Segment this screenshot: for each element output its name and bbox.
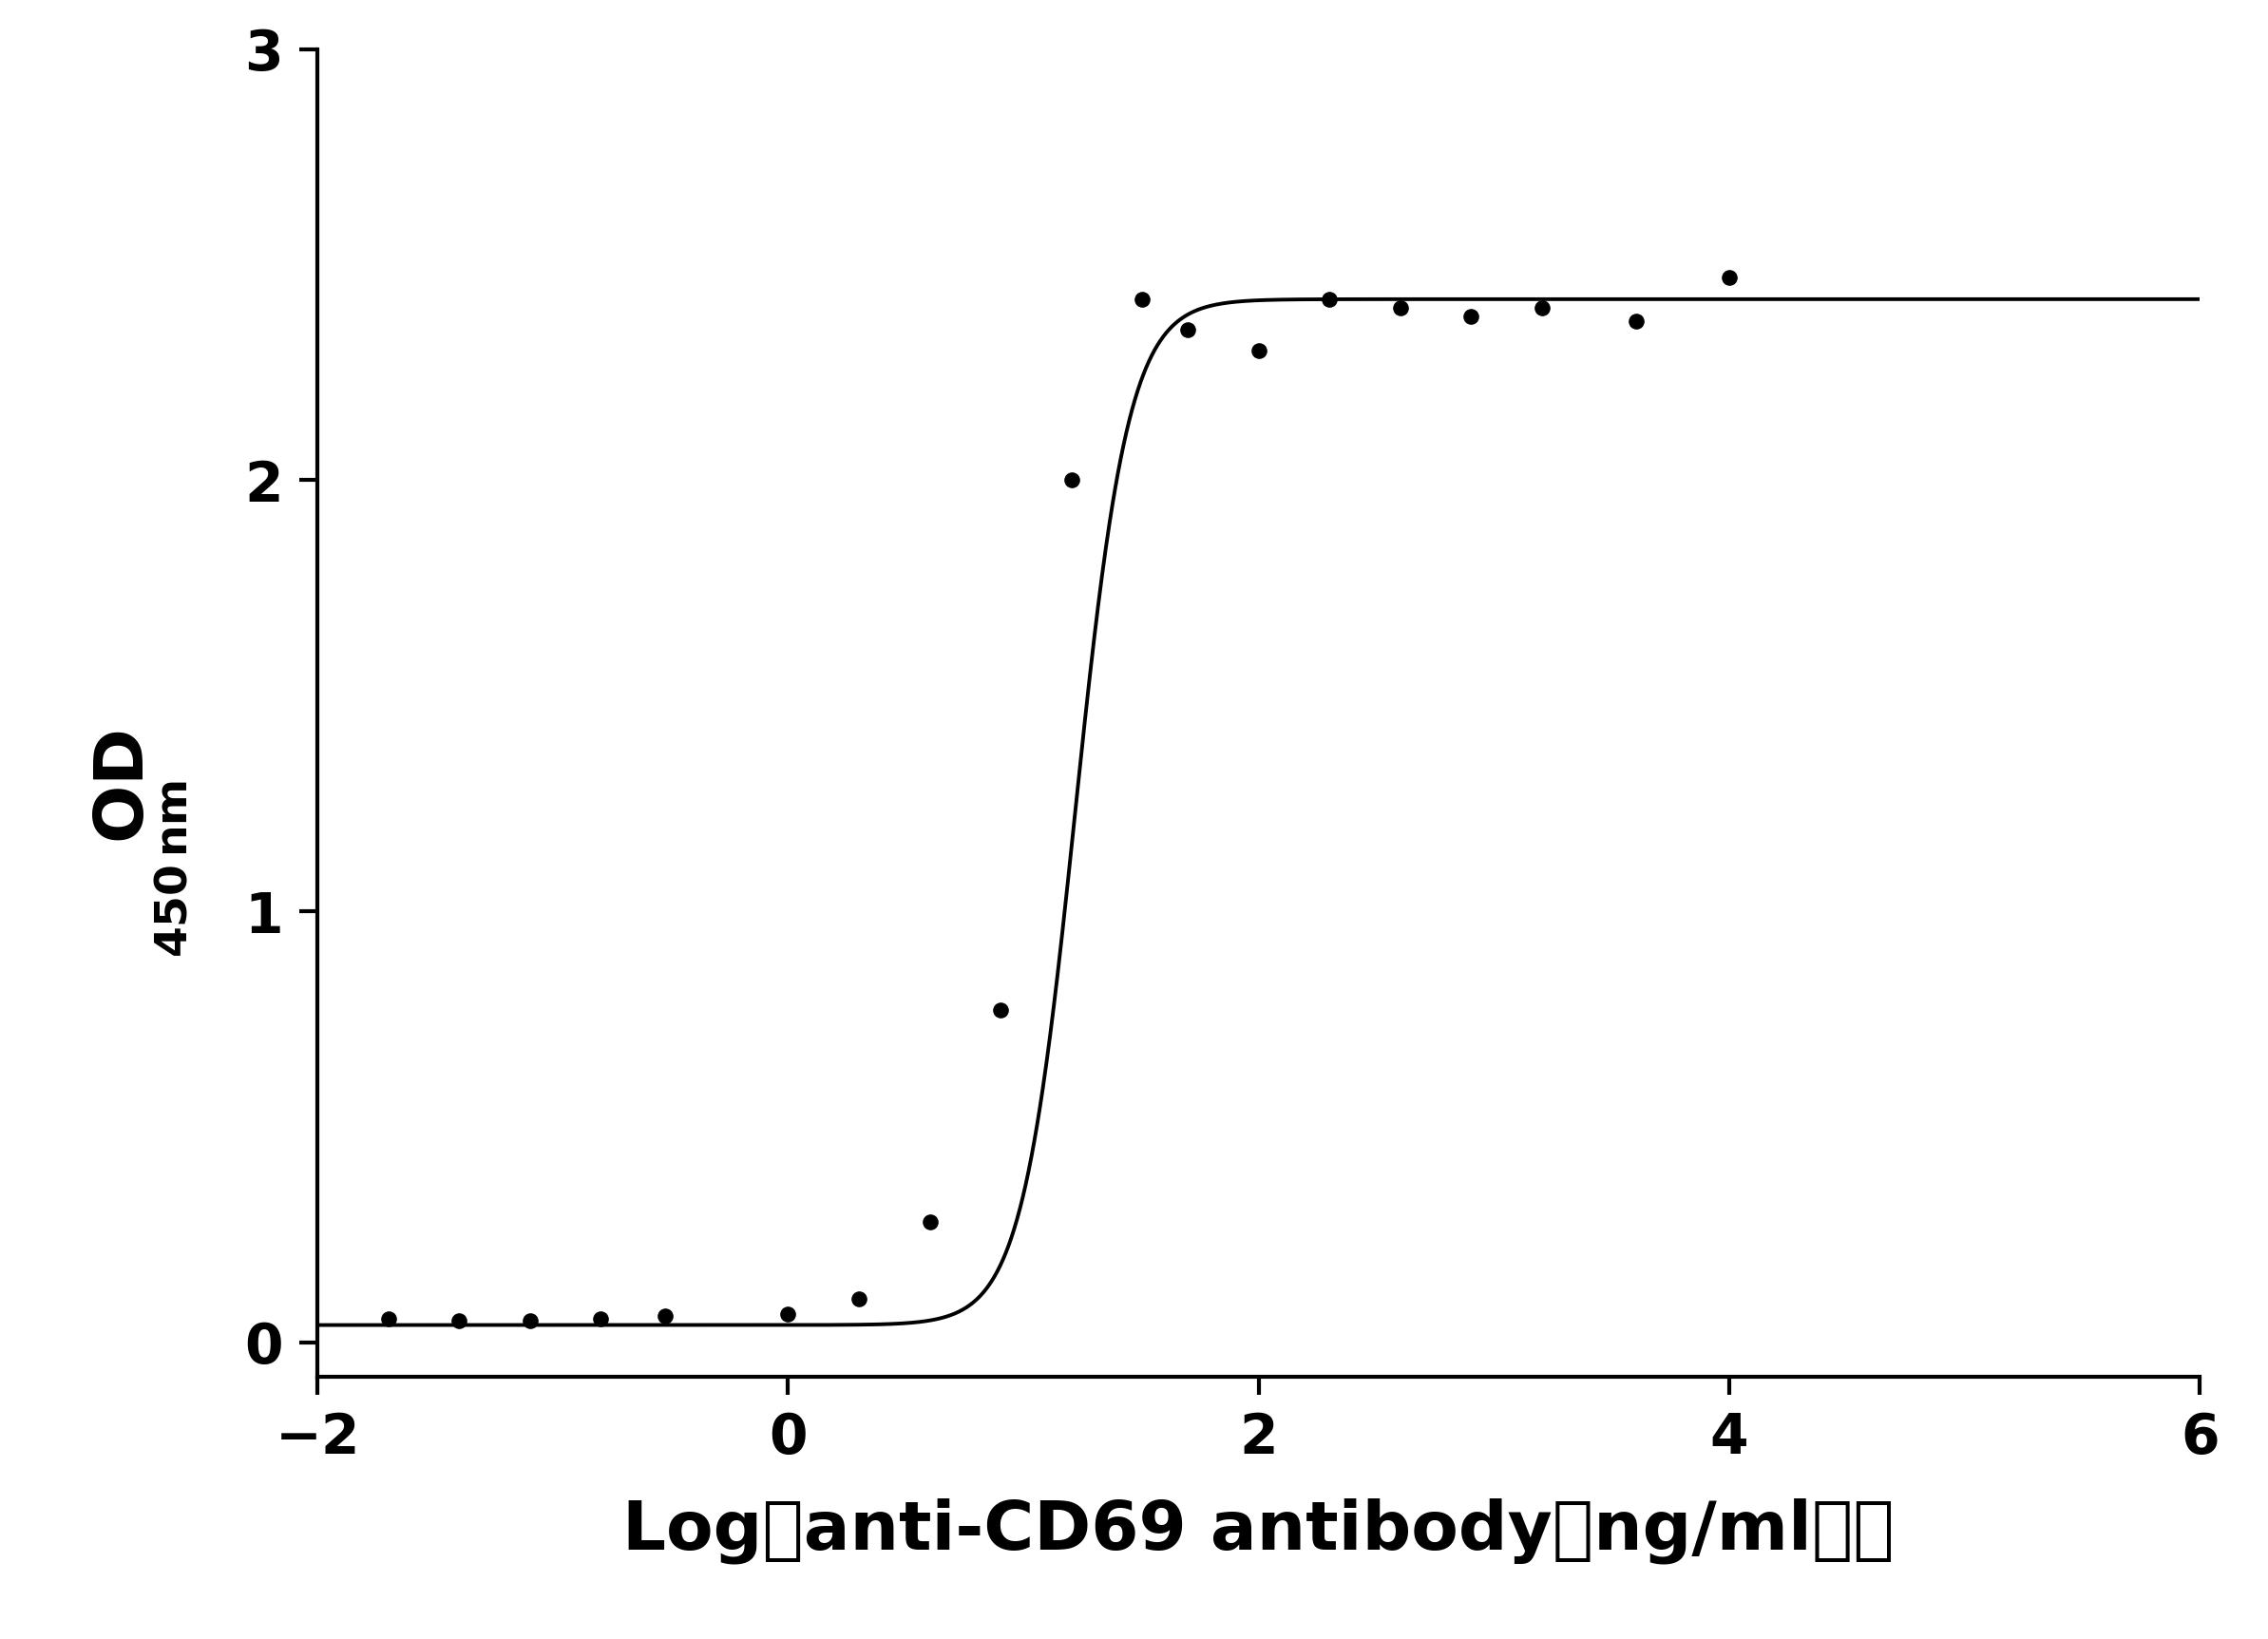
Point — [1524, 295, 1560, 321]
Point — [769, 1301, 807, 1328]
Point — [646, 1303, 683, 1329]
Point — [1052, 467, 1089, 493]
Point — [1170, 316, 1207, 343]
Point — [1311, 287, 1347, 313]
Point — [912, 1208, 948, 1234]
Text: $\mathbf{450\,nm}$: $\mathbf{450\,nm}$ — [154, 780, 195, 957]
Text: $\mathbf{OD}$: $\mathbf{OD}$ — [93, 729, 156, 844]
Point — [1241, 338, 1277, 364]
Point — [1125, 287, 1161, 313]
Point — [513, 1308, 549, 1334]
Point — [583, 1305, 619, 1331]
Point — [440, 1308, 476, 1334]
Point — [1710, 264, 1746, 290]
Point — [1381, 295, 1418, 321]
Point — [1454, 303, 1490, 329]
Point — [1617, 308, 1653, 334]
Point — [982, 997, 1018, 1023]
Point — [370, 1305, 406, 1331]
Point — [841, 1287, 878, 1313]
X-axis label: Log（anti-CD69 antibody（ng/ml））: Log（anti-CD69 antibody（ng/ml）） — [624, 1498, 1894, 1564]
